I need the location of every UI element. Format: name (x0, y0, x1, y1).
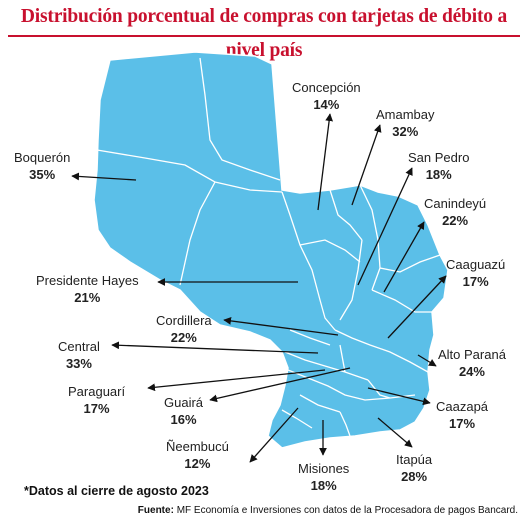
footnote: *Datos al cierre de agosto 2023 (24, 484, 209, 498)
arrow-neembucu (249, 407, 299, 463)
source-line: Fuente: MF Economía e Inversiones con da… (138, 505, 518, 516)
label-canindeyu: Canindeyú 22% (424, 196, 487, 228)
arrow-amambay (351, 124, 382, 206)
arrow-san-pedro (357, 167, 413, 286)
label-guaira: Guairá 16% (164, 395, 204, 427)
arrow-guaira (209, 367, 351, 403)
arrow-itapua (377, 417, 413, 448)
label-misiones: Misiones 18% (298, 461, 350, 493)
map-title: Distribución porcentual de compras con t… (20, 6, 508, 61)
arrow-canindeyu (383, 221, 425, 293)
label-amambay: Amambay 32% (376, 107, 435, 139)
department-borders (96, 57, 441, 437)
label-presidente-hayes: Presidente Hayes 21% (36, 273, 139, 305)
arrow-cordillera (223, 317, 339, 336)
label-san-pedro: San Pedro 18% (408, 150, 470, 182)
source-text: MF Economía e Inversiones con datos de l… (176, 505, 518, 516)
label-concepcion: Concepción 14% (292, 80, 361, 112)
arrow-caaguazu (387, 275, 447, 339)
label-neembucu: Ñeembucú 12% (166, 439, 229, 471)
label-caazapa: Caazapá 17% (436, 399, 489, 431)
arrow-caazapa (367, 387, 431, 406)
label-itapua: Itapúa 28% (396, 452, 433, 484)
label-central: Central 33% (58, 339, 100, 371)
arrow-alto-parana (417, 354, 437, 367)
title-rule (8, 35, 520, 37)
source-label: Fuente: (137, 505, 174, 516)
pointer-arrows (71, 113, 447, 463)
arrow-central (111, 341, 319, 354)
label-caaguazu: Caaguazú 17% (446, 257, 506, 289)
label-cordillera: Cordillera 22% (156, 313, 212, 345)
arrow-boqueron (71, 172, 137, 181)
label-paraguari: Paraguarí 17% (68, 384, 126, 416)
country-shape (93, 51, 449, 449)
arrow-concepcion (317, 113, 333, 211)
label-alto-parana: Alto Paraná 24% (438, 347, 506, 379)
label-boqueron: Boquerón 35% (14, 150, 71, 182)
arrow-paraguari (147, 369, 326, 392)
